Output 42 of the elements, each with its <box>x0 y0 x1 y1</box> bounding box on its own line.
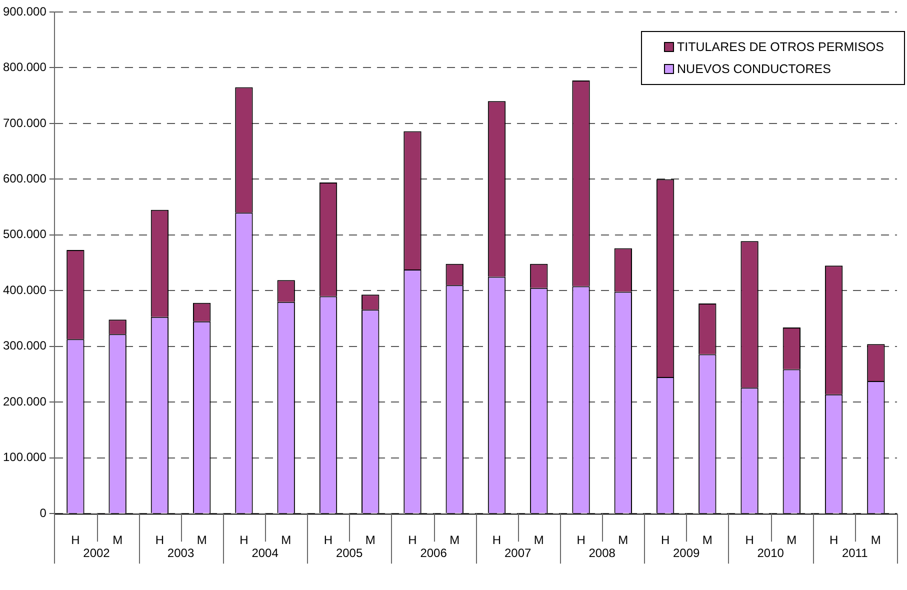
text: 2006 <box>420 546 448 560</box>
text: 2010 <box>757 546 784 560</box>
y-tick-label: 300.000 <box>2 338 47 353</box>
x-tick-label: M <box>365 533 376 548</box>
x-tick-label: H <box>745 533 754 548</box>
text: 2011 <box>842 546 868 560</box>
y-tick-label: 600.000 <box>2 172 47 186</box>
x-tick-label: H <box>829 533 838 548</box>
x-tick-label: H <box>240 533 248 548</box>
y-tick-label: 700.000 <box>2 116 47 130</box>
x-tick-label: M <box>786 533 797 548</box>
y-tick-label: 200.000 <box>2 394 47 408</box>
x-tick-label: M <box>534 533 544 548</box>
x-tick-label: H <box>576 533 586 548</box>
x-tick-label: H <box>71 533 80 548</box>
x-tick-label: M <box>196 533 207 548</box>
legend-label: NUEVOS CONDUCTORES <box>677 62 831 76</box>
x-tick-label: M <box>112 533 123 548</box>
y-tick-label: 400.000 <box>2 282 47 297</box>
x-tick-label: H <box>155 533 164 548</box>
legend-label: TITULARES DE OTROS PERMISOS <box>677 40 884 54</box>
x-tick-label: M <box>450 533 460 548</box>
text: 2004 <box>252 546 279 560</box>
text: 2005 <box>336 546 363 560</box>
y-tick-label: 800.000 <box>2 60 47 74</box>
text: 2009 <box>672 546 700 560</box>
text: 2008 <box>588 546 616 560</box>
x-tick-label: M <box>281 533 292 548</box>
y-tick-label: 0 <box>40 506 47 520</box>
x-tick-label: M <box>870 533 881 548</box>
x-tick-label: M <box>702 533 712 548</box>
x-tick-label: M <box>618 533 628 548</box>
y-tick-label: 900.000 <box>2 4 47 18</box>
y-tick-label: 500.000 <box>2 227 47 242</box>
x-tick-label: H <box>660 533 670 548</box>
x-tick-label: H <box>492 533 502 548</box>
x-tick-label: H <box>408 533 417 548</box>
y-tick-label: 100.000 <box>2 450 47 464</box>
x-tick-label: H <box>324 533 333 548</box>
text: 2007 <box>504 546 532 560</box>
text: 2002 <box>83 546 110 560</box>
text: 2003 <box>167 546 194 560</box>
